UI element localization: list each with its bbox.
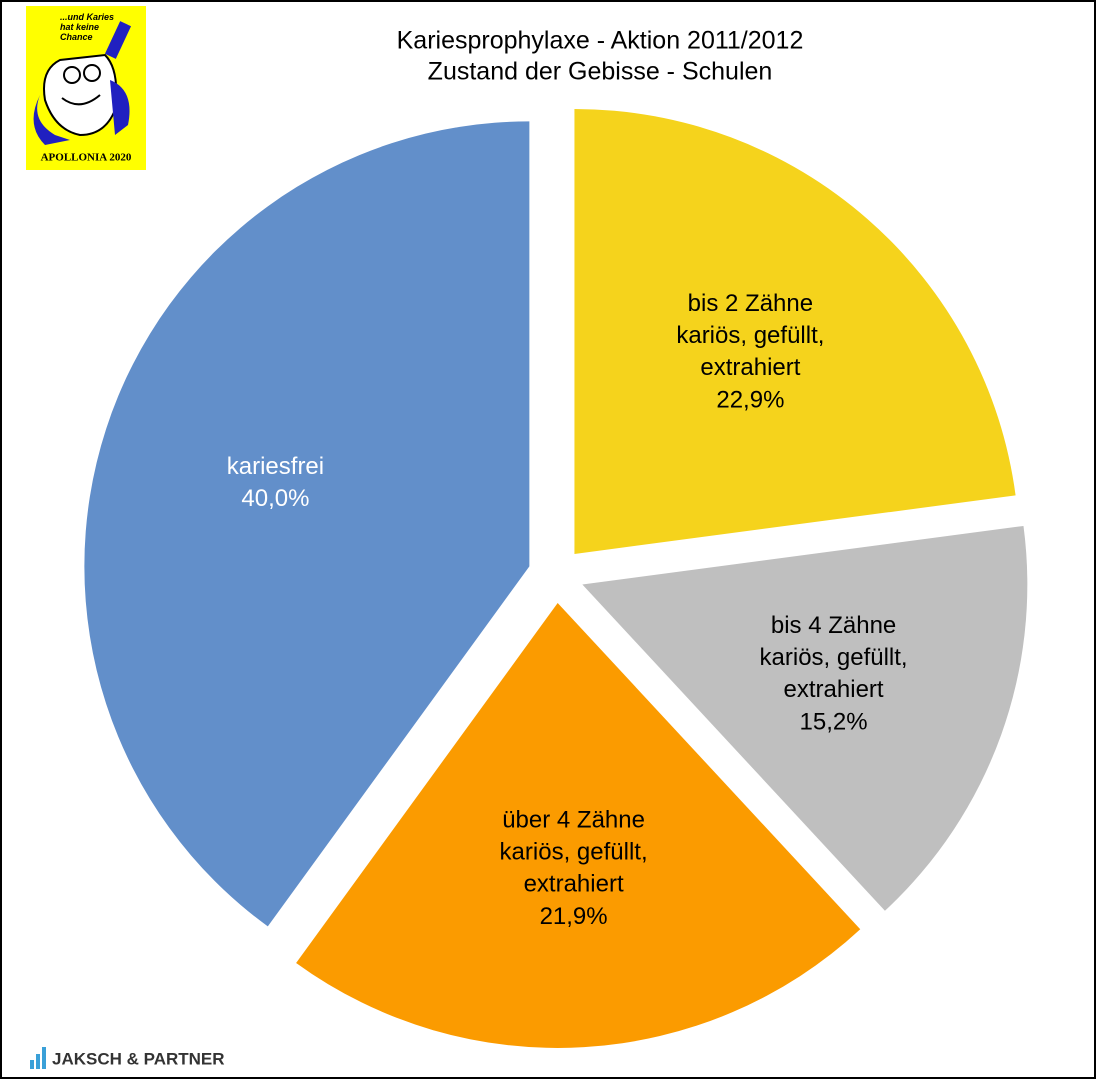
logo-eye [83, 64, 101, 82]
pie-slice [296, 602, 861, 1048]
slice-label: bis 4 Zähne kariös, gefüllt, extrahiert [760, 612, 908, 703]
logo-mouth [61, 94, 101, 106]
logo-badge: APOLLONIA 2020 [41, 152, 132, 164]
logo-brush [104, 21, 132, 59]
slice-label: über 4 Zähne kariös, gefüllt, extrahiert [500, 807, 648, 898]
logo-bar [30, 1060, 34, 1069]
slice-label: kariesfrei [227, 453, 324, 480]
logo-bar [42, 1047, 46, 1069]
logo-eye [63, 66, 81, 84]
slice-label: bis 2 Zähne kariös, gefüllt, extrahiert [676, 290, 824, 381]
logo-hands [33, 80, 130, 145]
logo-bar [36, 1054, 40, 1069]
chart-title: Kariesprophylaxe - Aktion 2011/2012 [397, 27, 804, 55]
logo-slogan: ...und Karies hat keine Chance [60, 12, 114, 42]
logo-company-name: JAKSCH & PARTNER [52, 1049, 225, 1068]
slice-value-label: 21,9% [540, 903, 608, 930]
slice-value-label: 40,0% [241, 485, 309, 512]
pie-slice [84, 121, 530, 927]
slice-value-label: 15,2% [800, 708, 868, 735]
chart-subtitle: Zustand der Gebisse - Schulen [428, 58, 773, 86]
pie-slice [574, 108, 1016, 554]
logo-company: JAKSCH & PARTNER [30, 1047, 225, 1069]
pie-slice [582, 525, 1028, 911]
slice-value-label: 22,9% [716, 386, 784, 413]
logo-apollonia: ...und Karies hat keine Chance APOLLONIA 2… [26, 6, 146, 170]
